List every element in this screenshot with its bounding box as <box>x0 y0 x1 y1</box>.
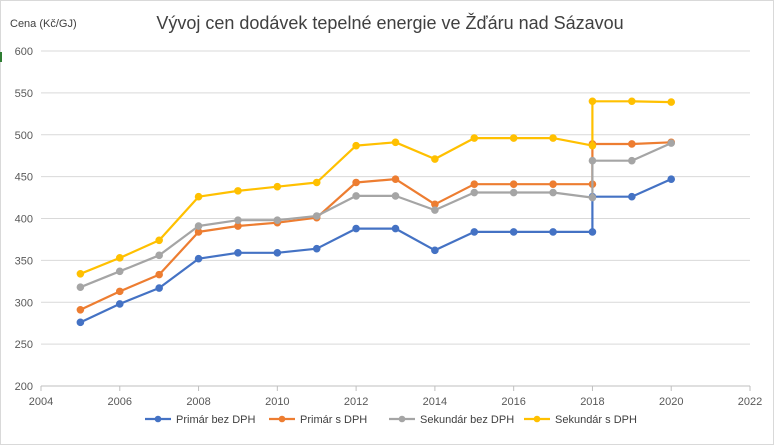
chart-title: Vývoj cen dodávek tepelné energie ve Žďá… <box>156 13 623 33</box>
data-point <box>115 300 124 308</box>
x-tick-label: 2004 <box>29 396 53 408</box>
data-point <box>273 182 282 191</box>
series-group <box>76 97 676 327</box>
data-point <box>588 156 597 165</box>
legend-label: Sekundár s DPH <box>555 414 637 426</box>
data-point <box>549 228 557 236</box>
data-point <box>76 269 85 278</box>
data-point <box>509 134 518 142</box>
data-point <box>667 175 676 183</box>
data-point <box>76 283 85 291</box>
data-point <box>588 193 597 202</box>
data-point <box>509 180 518 188</box>
data-point <box>470 134 479 142</box>
data-point <box>588 141 597 150</box>
series-line-2 <box>79 141 673 311</box>
data-point <box>312 178 321 187</box>
data-point <box>312 212 321 220</box>
data-point <box>391 192 400 200</box>
data-point <box>470 180 479 188</box>
data-point <box>115 287 124 296</box>
legend-marker <box>398 415 406 423</box>
data-point <box>194 192 203 201</box>
y-tick-label: 550 <box>15 88 33 100</box>
x-tick-label: 2012 <box>344 396 368 408</box>
series-line-1 <box>79 178 673 324</box>
legend: Primár bez DPH Primár s DPH Sekundár bez D… <box>145 414 637 426</box>
data-point <box>115 254 124 262</box>
legend-label: Primár bez DPH <box>176 414 256 426</box>
data-point <box>155 236 163 245</box>
x-tick-label: 2014 <box>423 396 447 408</box>
data-point <box>470 188 479 197</box>
legend-label: Sekundár bez DPH <box>420 414 514 426</box>
y-tick-label: 300 <box>15 297 33 309</box>
data-point <box>470 228 479 236</box>
data-point <box>431 206 439 214</box>
x-tick-label: 2022 <box>738 396 762 408</box>
x-tick-labels: 2004 2006 2008 2010 2012 2014 2016 2018 2020 2022 <box>29 386 762 408</box>
data-point <box>155 270 163 279</box>
data-point <box>234 216 242 224</box>
data-point <box>273 216 282 224</box>
data-point <box>667 98 676 106</box>
y-tick-label: 200 <box>15 381 33 393</box>
data-point <box>194 254 203 263</box>
data-point <box>312 244 321 253</box>
data-point <box>628 140 636 148</box>
x-tick-label: 2010 <box>265 396 289 408</box>
data-point <box>155 251 163 260</box>
data-point <box>234 249 242 257</box>
data-point <box>588 97 597 106</box>
data-point <box>76 318 85 327</box>
selection-marker <box>0 52 2 62</box>
data-point <box>155 284 163 292</box>
data-point <box>549 180 557 188</box>
y-tick-label: 350 <box>15 255 33 267</box>
data-point <box>391 224 400 233</box>
y-tick-label: 400 <box>15 214 33 226</box>
data-point <box>273 249 282 257</box>
data-point <box>549 188 557 197</box>
data-point <box>431 155 439 163</box>
series-line-3 <box>79 142 673 289</box>
data-point <box>352 141 360 150</box>
x-tick-label: 2006 <box>108 396 132 408</box>
data-point <box>628 192 636 201</box>
data-point <box>391 175 400 183</box>
data-point <box>667 139 676 147</box>
data-point <box>588 228 597 236</box>
x-tick-label: 2018 <box>580 396 604 408</box>
y-tick-label: 600 <box>15 46 33 58</box>
x-tick-label: 2020 <box>659 396 683 408</box>
data-point <box>352 224 360 233</box>
legend-marker <box>278 415 286 423</box>
data-point <box>194 222 203 230</box>
y-tick-label: 500 <box>15 130 33 142</box>
y-axis-label: Cena (Kč/GJ) <box>10 18 77 30</box>
data-point <box>628 156 636 165</box>
legend-label: Primár s DPH <box>300 414 367 426</box>
data-point <box>76 305 85 314</box>
data-point <box>391 138 400 147</box>
x-tick-label: 2016 <box>501 396 525 408</box>
data-point <box>115 267 124 276</box>
data-point <box>509 188 518 197</box>
data-point <box>431 246 439 255</box>
data-point <box>628 97 636 106</box>
data-point <box>352 178 360 187</box>
data-point <box>549 134 557 142</box>
data-point <box>509 228 518 236</box>
y-tick-label: 250 <box>15 339 33 351</box>
x-tick-label: 2008 <box>186 396 210 408</box>
legend-marker <box>533 415 541 423</box>
data-point <box>352 192 360 200</box>
y-tick-label: 450 <box>15 172 33 184</box>
y-tick-labels: 200 250 300 350 400 450 500 550 600 <box>15 46 33 393</box>
data-point <box>234 187 242 195</box>
legend-marker <box>154 415 162 423</box>
